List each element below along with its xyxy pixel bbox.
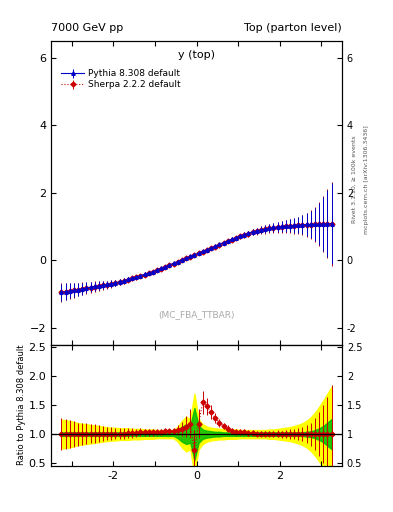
Text: Top (parton level): Top (parton level) <box>244 23 342 33</box>
Legend: Pythia 8.308 default, Sherpa 2.2.2 default: Pythia 8.308 default, Sherpa 2.2.2 defau… <box>59 67 184 92</box>
Y-axis label: Ratio to Pythia 8.308 default: Ratio to Pythia 8.308 default <box>17 345 26 465</box>
Text: y (top): y (top) <box>178 50 215 60</box>
Text: 7000 GeV pp: 7000 GeV pp <box>51 23 123 33</box>
Text: (MC_FBA_TTBAR): (MC_FBA_TTBAR) <box>158 310 235 318</box>
Text: mcplots.cern.ch [arXiv:1306.3436]: mcplots.cern.ch [arXiv:1306.3436] <box>364 125 369 233</box>
Text: Rivet 3.1.10, ≥ 100k events: Rivet 3.1.10, ≥ 100k events <box>352 135 357 223</box>
